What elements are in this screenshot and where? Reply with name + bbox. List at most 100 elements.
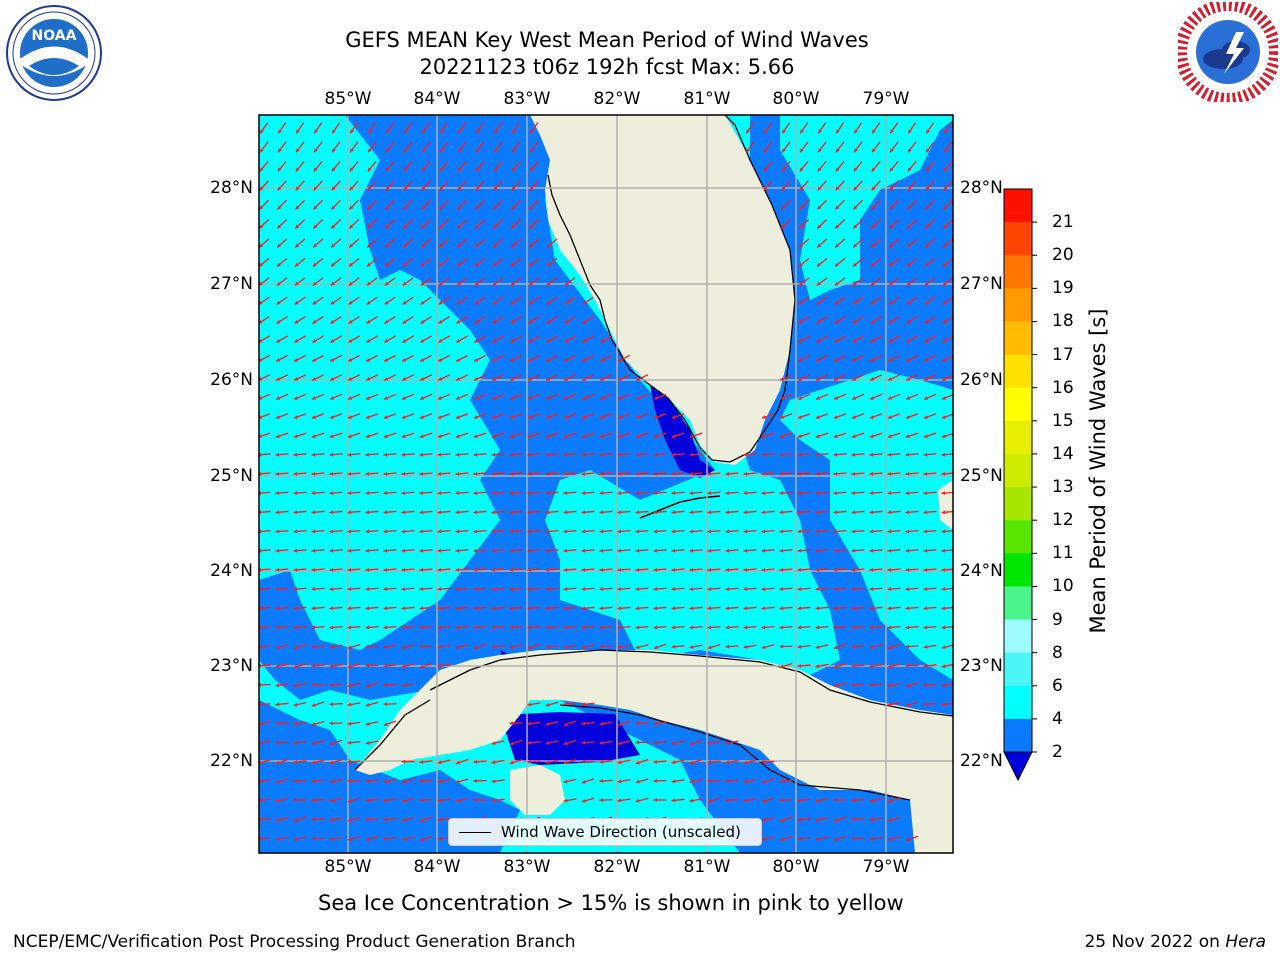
wave-direction-arrow: [511, 258, 521, 266]
wave-direction-arrow: [762, 453, 775, 457]
wave-direction-arrow: [942, 394, 954, 399]
wave-direction-arrow: [348, 587, 361, 591]
wave-direction-arrow: [384, 394, 396, 399]
wave-direction-arrow: [870, 549, 883, 553]
wave-direction-arrow: [798, 355, 810, 361]
wave-direction-arrow: [474, 606, 487, 610]
wave-direction-arrow: [726, 510, 739, 514]
wave-direction-arrow: [420, 472, 433, 476]
wave-direction-arrow: [600, 355, 612, 361]
wave-direction-arrow: [276, 549, 289, 553]
wave-direction-arrow: [528, 626, 541, 630]
wave-direction-arrow: [834, 491, 847, 495]
wave-direction-arrow: [582, 414, 594, 419]
wave-direction-arrow: [618, 510, 631, 514]
wave-direction-arrow: [493, 200, 502, 209]
wave-direction-arrow: [816, 317, 827, 324]
wave-direction-arrow: [492, 394, 504, 399]
wave-direction-arrow: [818, 142, 826, 152]
wave-direction-arrow: [636, 721, 649, 725]
wave-direction-arrow: [276, 336, 287, 342]
wave-direction-arrow: [726, 645, 739, 649]
wave-direction-arrow: [420, 587, 433, 591]
wave-direction-arrow: [870, 394, 882, 399]
wave-direction-arrow: [294, 317, 305, 324]
wave-direction-arrow: [546, 760, 559, 764]
wave-direction-arrow: [889, 278, 899, 286]
wave-direction-arrow: [816, 433, 828, 438]
wave-direction-arrow: [529, 239, 539, 248]
lon-tick-label-bottom: 81°W: [672, 857, 742, 877]
wave-direction-arrow: [330, 530, 343, 534]
wave-direction-arrow: [510, 760, 522, 765]
wave-direction-arrow: [296, 181, 305, 191]
wave-direction-arrow: [870, 355, 882, 361]
wave-direction-arrow: [870, 433, 882, 438]
wave-direction-arrow: [330, 414, 342, 419]
wave-direction-arrow: [366, 510, 379, 514]
footer-date-text: 25 Nov 2022 on: [1084, 932, 1225, 952]
wave-direction-arrow: [456, 779, 468, 784]
wave-direction-arrow: [816, 375, 828, 381]
wave-direction-arrow: [294, 703, 307, 707]
wave-direction-arrow: [492, 530, 505, 534]
wave-direction-arrow: [510, 549, 523, 553]
wave-direction-arrow: [546, 414, 558, 419]
wave-direction-arrow: [476, 123, 483, 134]
wave-direction-arrow: [906, 683, 918, 688]
wave-direction-arrow: [600, 394, 612, 399]
wave-direction-arrow: [492, 375, 504, 381]
wave-direction-arrow: [474, 798, 487, 802]
wave-direction-arrow: [872, 161, 880, 171]
wave-direction-arrow: [888, 530, 901, 534]
wave-direction-arrow: [800, 142, 808, 152]
wave-direction-arrow: [512, 181, 521, 191]
wave-direction-arrow: [636, 394, 648, 399]
wave-direction-arrow: [744, 799, 757, 803]
wave-direction-arrow: [294, 587, 307, 591]
wave-direction-arrow: [366, 798, 379, 802]
wave-direction-arrow: [510, 336, 521, 342]
wave-direction-arrow: [888, 683, 901, 687]
wave-direction-arrow: [582, 549, 595, 553]
wave-direction-arrow: [906, 336, 917, 342]
wave-direction-arrow: [276, 491, 289, 495]
wave-direction-arrow: [816, 568, 829, 572]
wave-direction-arrow: [600, 414, 612, 419]
wave-direction-arrow: [474, 336, 485, 342]
wave-direction-arrow: [458, 123, 465, 134]
wave-direction-arrow: [420, 549, 433, 553]
wave-direction-arrow: [906, 836, 918, 841]
wave-direction-arrow: [871, 200, 880, 209]
wave-direction-arrow: [582, 433, 594, 438]
wave-direction-arrow: [888, 626, 901, 630]
colorbar-segment: [1004, 388, 1032, 422]
wave-direction-arrow: [312, 530, 325, 534]
wave-direction-arrow: [402, 491, 415, 495]
wave-direction-arrow: [494, 181, 503, 191]
wave-direction-arrow: [636, 626, 649, 630]
wave-direction-arrow: [258, 568, 271, 572]
wave-direction-arrow: [890, 181, 899, 191]
wave-direction-arrow: [780, 779, 793, 783]
colorbar-segment: [1004, 421, 1032, 455]
wave-direction-arrow: [294, 760, 307, 764]
wave-direction-arrow: [457, 220, 466, 229]
wave-direction-arrow: [942, 683, 955, 687]
wave-direction-arrow: [420, 568, 433, 572]
wave-direction-arrow: [259, 239, 269, 248]
wave-direction-arrow: [312, 702, 324, 707]
wave-direction-arrow: [312, 336, 323, 342]
wave-direction-arrow: [330, 568, 343, 572]
wave-direction-arrow: [908, 161, 916, 171]
wave-direction-arrow: [438, 433, 450, 438]
wave-direction-arrow: [924, 453, 937, 457]
wave-direction-arrow: [330, 336, 341, 342]
wave-direction-arrow: [384, 587, 397, 591]
wave-direction-arrow: [456, 626, 469, 630]
wave-direction-arrow: [780, 414, 792, 419]
wave-direction-arrow: [870, 606, 883, 610]
wave-direction-arrow: [366, 530, 379, 534]
wave-direction-arrow: [636, 587, 649, 591]
wave-direction-arrow: [402, 375, 414, 381]
